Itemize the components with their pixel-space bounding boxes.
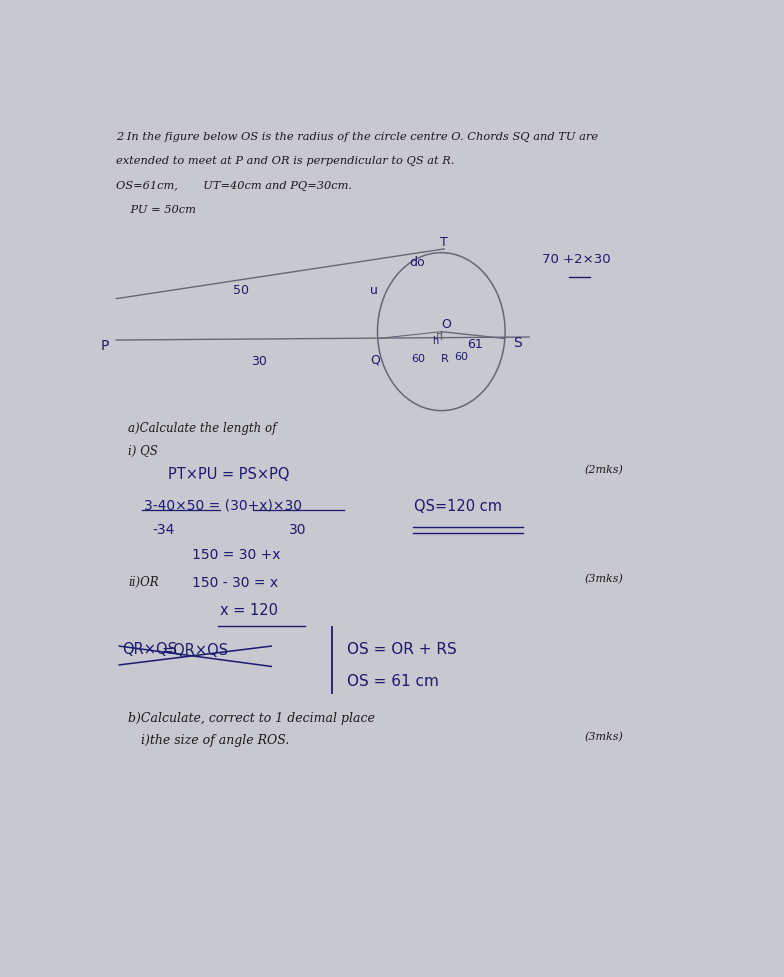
Text: (2mks): (2mks) xyxy=(584,465,623,475)
Text: 70 +2×30: 70 +2×30 xyxy=(542,253,610,266)
Text: 50: 50 xyxy=(233,284,249,297)
Text: PT×PU = PS×PQ: PT×PU = PS×PQ xyxy=(168,467,289,482)
Text: 150 = 30 +x: 150 = 30 +x xyxy=(192,547,281,562)
Text: extended to meet at P and OR is perpendicular to QS at R.: extended to meet at P and OR is perpendi… xyxy=(116,156,455,166)
Text: h: h xyxy=(432,335,438,346)
Text: i) QS: i) QS xyxy=(129,445,158,457)
Text: x = 120: x = 120 xyxy=(220,603,278,618)
Text: 3-40×50 = (30+x)×30: 3-40×50 = (30+x)×30 xyxy=(143,498,302,513)
Text: OS=61cm,       UT=40cm and PQ=30cm.: OS=61cm, UT=40cm and PQ=30cm. xyxy=(116,181,352,191)
Text: QS=120 cm: QS=120 cm xyxy=(414,498,502,514)
Text: 60: 60 xyxy=(411,354,425,363)
Text: QR×QS: QR×QS xyxy=(122,642,177,658)
Text: 30: 30 xyxy=(289,524,307,537)
Text: i)the size of angle ROS.: i)the size of angle ROS. xyxy=(140,734,289,747)
Text: T: T xyxy=(441,236,448,249)
Text: (3mks): (3mks) xyxy=(584,732,623,743)
Text: 61: 61 xyxy=(466,338,483,351)
Text: ii)OR: ii)OR xyxy=(129,576,159,589)
Text: b)Calculate, correct to 1 decimal place: b)Calculate, correct to 1 decimal place xyxy=(129,711,376,725)
Text: S: S xyxy=(513,336,521,351)
Text: 60: 60 xyxy=(455,352,468,362)
Text: Q: Q xyxy=(370,354,379,366)
Text: -34: -34 xyxy=(153,524,175,537)
Text: (3mks): (3mks) xyxy=(584,573,623,584)
Text: R: R xyxy=(441,354,448,363)
Text: 150 - 30 = x: 150 - 30 = x xyxy=(192,576,278,590)
Text: P: P xyxy=(101,338,110,353)
Text: a)Calculate the length of: a)Calculate the length of xyxy=(129,422,277,435)
Text: OS = 61 cm: OS = 61 cm xyxy=(347,674,439,689)
Text: u: u xyxy=(370,284,378,297)
Text: OS = OR + RS: OS = OR + RS xyxy=(347,642,457,658)
Text: 30: 30 xyxy=(251,355,267,368)
Text: =QR×QS: =QR×QS xyxy=(162,643,229,658)
Text: 2 In the figure below OS is the radius of the circle centre O. Chords SQ and TU : 2 In the figure below OS is the radius o… xyxy=(116,132,598,143)
Text: O: O xyxy=(441,319,451,331)
Text: do: do xyxy=(409,256,425,270)
Text: PU = 50cm: PU = 50cm xyxy=(116,204,196,215)
